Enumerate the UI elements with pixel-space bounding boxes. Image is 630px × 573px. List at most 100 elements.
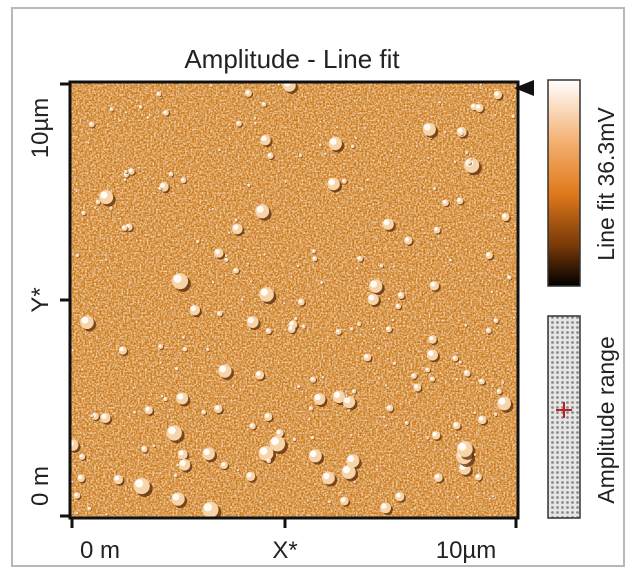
bump: [340, 497, 346, 502]
bump: [385, 384, 387, 386]
bump: [76, 512, 78, 514]
bump: [430, 377, 433, 380]
bump: [266, 458, 270, 462]
bump: [96, 200, 99, 203]
bump: [426, 437, 429, 439]
title: Amplitude - Line fit: [184, 44, 400, 74]
bump: [427, 156, 429, 159]
bump: [383, 219, 390, 226]
bump: [498, 397, 506, 405]
bump: [89, 122, 93, 125]
bump: [277, 83, 280, 85]
bump: [361, 188, 363, 190]
bump: [444, 131, 446, 133]
bump: [250, 423, 254, 427]
bump: [174, 474, 176, 476]
bump: [201, 410, 205, 413]
bump: [396, 492, 401, 498]
bump: [105, 513, 107, 515]
bump: [339, 491, 341, 493]
bump: [350, 327, 353, 330]
bump: [404, 237, 410, 242]
bump: [81, 211, 85, 214]
bump: [133, 411, 135, 413]
bump: [203, 448, 210, 456]
bump: [414, 384, 418, 389]
bump: [452, 355, 456, 359]
bump: [438, 101, 441, 103]
x-label-mid: X*: [272, 537, 297, 564]
bump: [378, 377, 380, 379]
bump: [433, 187, 435, 189]
bump: [398, 292, 402, 297]
bump: [284, 180, 286, 183]
bump: [502, 213, 507, 218]
bump: [350, 434, 352, 436]
bump: [457, 127, 463, 133]
bump: [364, 127, 366, 129]
bump: [206, 348, 209, 350]
bump: [219, 365, 227, 373]
bump: [159, 361, 161, 363]
bump: [429, 336, 434, 341]
bump: [376, 468, 378, 471]
bump: [263, 253, 265, 255]
bump: [312, 249, 315, 252]
bump: [175, 367, 178, 370]
bump: [469, 157, 471, 159]
bump: [493, 318, 497, 322]
bump: [393, 361, 395, 364]
bump: [260, 288, 268, 296]
bump: [168, 426, 176, 435]
bump: [247, 262, 249, 265]
bump: [241, 298, 243, 301]
bump: [357, 256, 361, 260]
bump: [100, 191, 108, 199]
bump: [163, 397, 166, 400]
bump: [353, 481, 356, 483]
bump: [299, 154, 301, 156]
bump: [145, 406, 150, 412]
bump: [471, 103, 475, 108]
bump: [460, 132, 462, 135]
colorbar-label: Line fit 36.3mV: [593, 107, 619, 261]
bump: [348, 409, 350, 411]
bump: [114, 475, 120, 481]
bump: [158, 187, 161, 189]
bump: [428, 350, 434, 357]
bump: [160, 395, 163, 397]
bump: [246, 472, 252, 478]
bump: [347, 455, 355, 463]
bump: [215, 249, 220, 255]
bump: [124, 170, 127, 173]
bump: [309, 406, 312, 409]
bump: [128, 168, 133, 173]
y-label-mid: Y*: [27, 287, 54, 312]
bump: [434, 227, 438, 231]
bump: [122, 225, 126, 229]
bump: [479, 83, 482, 85]
bump: [225, 255, 227, 257]
bump: [405, 421, 408, 424]
bump: [345, 394, 347, 397]
bump: [351, 144, 354, 147]
bump: [125, 111, 127, 113]
bump: [370, 280, 377, 288]
bump: [276, 430, 281, 434]
bump: [236, 121, 240, 125]
bump: [464, 324, 467, 326]
bump: [105, 258, 107, 260]
bump: [364, 354, 369, 359]
bump: [234, 218, 237, 221]
bump: [366, 178, 369, 180]
bump: [183, 347, 186, 350]
bump: [292, 438, 295, 440]
bump: [381, 503, 387, 509]
bump: [355, 137, 357, 139]
bump: [311, 436, 313, 439]
bump: [342, 466, 351, 474]
bump: [190, 305, 196, 312]
bump: [496, 389, 500, 392]
range-label: Amplitude range: [593, 336, 619, 504]
bump: [425, 367, 429, 371]
